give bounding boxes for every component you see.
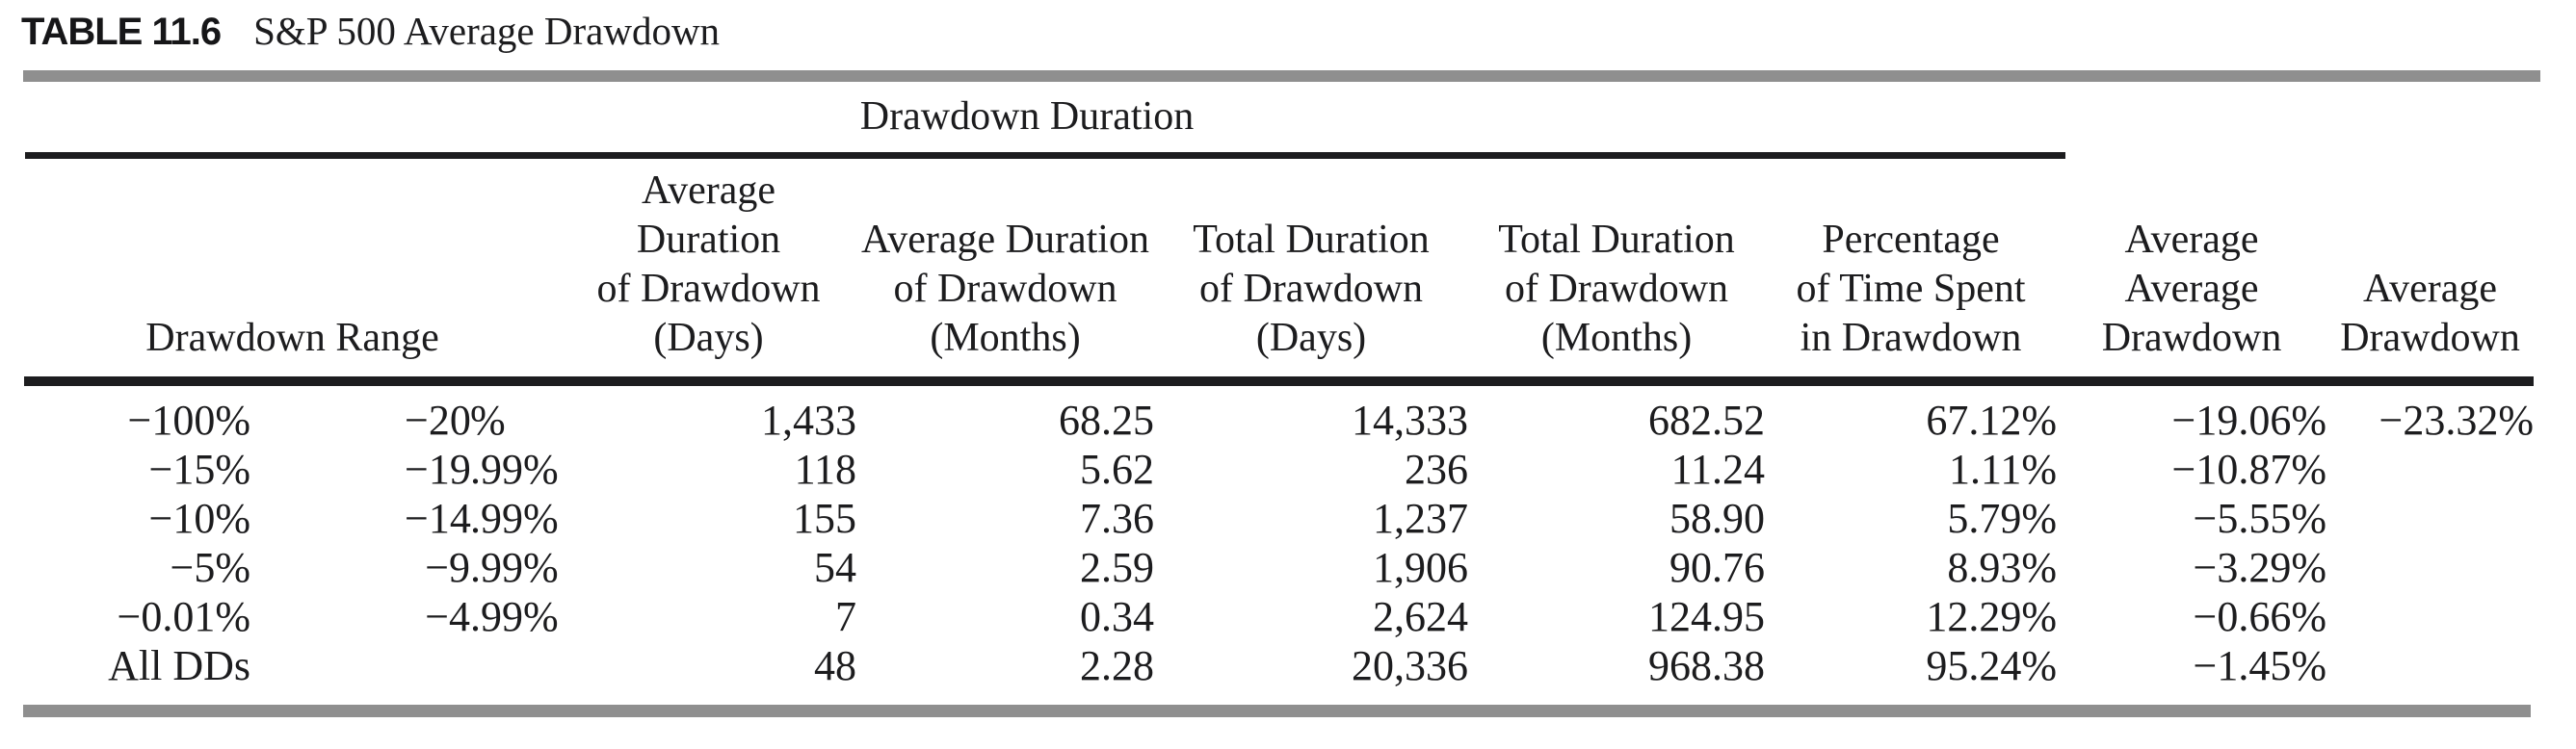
pct-time-in-drawdown-cell: 67.12% (1926, 397, 2058, 444)
table-row: −0.01% −4.99% 7 0.34 2,624 124.95 12.29%… (24, 592, 2534, 641)
range-low-cell: −10% (148, 495, 250, 542)
avg-avg-drawdown-cell: −0.66% (2193, 593, 2327, 640)
table-number-label: TABLE 11.6 (21, 11, 222, 53)
range-high-cell (250, 641, 561, 690)
header-avg-duration-months: Average Duration of Drawdown (Months) (856, 167, 1155, 386)
range-low-cell: −5% (170, 544, 250, 591)
bottom-rule (23, 705, 2531, 717)
range-low-cell: All DDs (108, 642, 250, 689)
avg-duration-days-cell: 1,433 (761, 397, 857, 444)
table-row: −10% −14.99% 155 7.36 1,237 58.90 5.79% … (24, 494, 2534, 543)
table-row: −15% −19.99% 118 5.62 236 11.24 1.11% −1… (24, 445, 2534, 494)
pct-time-in-drawdown-cell: 12.29% (1926, 593, 2058, 640)
pct-time-in-drawdown-cell: 5.79% (1947, 495, 2058, 542)
avg-duration-months-cell: 5.62 (1080, 446, 1155, 493)
table-row: All DDs 48 2.28 20,336 968.38 95.24% −1.… (24, 641, 2534, 690)
total-duration-months-cell: 968.38 (1648, 642, 1766, 689)
avg-duration-months-cell: 68.25 (1059, 397, 1155, 444)
table-row: −5% −9.99% 54 2.59 1,906 90.76 8.93% −3.… (24, 543, 2534, 592)
table-title: TABLE 11.6 S&P 500 Average Drawdown (21, 8, 720, 54)
avg-drawdown-cell (2326, 592, 2534, 641)
total-duration-months-cell: 124.95 (1648, 593, 1766, 640)
total-duration-months-cell: 11.24 (1670, 446, 1766, 493)
header-avg-drawdown: Average Drawdown (2326, 167, 2535, 386)
range-high-cell: −19.99% (405, 446, 559, 493)
range-high-cell: −20% (405, 397, 506, 444)
total-duration-days-cell: 1,237 (1373, 495, 1469, 542)
table-row: −100% −20% 1,433 68.25 14,333 682.52 67.… (24, 381, 2534, 445)
avg-duration-months-cell: 7.36 (1080, 495, 1155, 542)
avg-avg-drawdown-cell: −5.55% (2193, 495, 2327, 542)
total-duration-months-cell: 90.76 (1669, 544, 1766, 591)
range-low-cell: −100% (127, 397, 250, 444)
header-avg-duration-days: Average Duration of Drawdown (Days) (561, 167, 857, 386)
pct-time-in-drawdown-cell: 8.93% (1947, 544, 2058, 591)
avg-duration-days-cell: 155 (793, 495, 857, 542)
avg-duration-days-cell: 118 (794, 446, 857, 493)
avg-duration-months-cell: 2.28 (1080, 642, 1155, 689)
header-total-duration-months: Total Duration of Drawdown (Months) (1468, 167, 1766, 386)
avg-avg-drawdown-cell: −19.06% (2171, 397, 2327, 444)
total-duration-days-cell: 236 (1405, 446, 1469, 493)
total-duration-days-cell: 2,624 (1373, 593, 1469, 640)
header-total-duration-days: Total Duration of Drawdown (Days) (1154, 167, 1469, 386)
avg-duration-months-cell: 0.34 (1080, 593, 1155, 640)
drawdown-duration-spanner-header: Drawdown Duration (859, 94, 1195, 139)
avg-duration-days-cell: 48 (814, 642, 857, 689)
top-rule (23, 70, 2540, 82)
range-low-cell: −0.01% (117, 593, 250, 640)
avg-duration-months-cell: 2.59 (1080, 544, 1155, 591)
range-high-cell: −14.99% (405, 495, 559, 542)
total-duration-months-cell: 682.52 (1648, 397, 1766, 444)
avg-drawdown-cell (2326, 641, 2534, 690)
header-avg-avg-drawdown: Average Average Drawdown (2057, 167, 2327, 386)
pct-time-in-drawdown-cell: 1.11% (1948, 446, 2058, 493)
avg-drawdown-cell (2326, 494, 2534, 543)
avg-duration-days-cell: 7 (835, 593, 857, 640)
avg-avg-drawdown-cell: −10.87% (2171, 446, 2327, 493)
total-duration-days-cell: 14,333 (1352, 397, 1469, 444)
avg-duration-days-cell: 54 (814, 544, 857, 591)
range-high-cell: −4.99% (425, 593, 559, 640)
total-duration-days-cell: 1,906 (1373, 544, 1469, 591)
pct-time-in-drawdown-cell: 95.24% (1926, 642, 2058, 689)
drawdown-table: Drawdown Range Average Duration of Drawd… (24, 167, 2535, 690)
table-title-text: S&P 500 Average Drawdown (253, 9, 721, 53)
header-pct-time-in-drawdown: Percentage of Time Spent in Drawdown (1765, 167, 2058, 386)
spanner-underline-rule (25, 152, 2065, 159)
range-high-cell: −9.99% (425, 544, 559, 591)
avg-avg-drawdown-cell: −1.45% (2193, 642, 2327, 689)
avg-drawdown-cell (2326, 543, 2534, 592)
header-drawdown-range: Drawdown Range (24, 167, 562, 386)
range-low-cell: −15% (148, 446, 250, 493)
avg-drawdown-cell: −23.32% (2379, 397, 2535, 444)
header-row: Drawdown Range Average Duration of Drawd… (24, 167, 2535, 386)
total-duration-days-cell: 20,336 (1352, 642, 1469, 689)
total-duration-months-cell: 58.90 (1669, 495, 1766, 542)
avg-avg-drawdown-cell: −3.29% (2193, 544, 2327, 591)
avg-drawdown-cell (2326, 445, 2534, 494)
